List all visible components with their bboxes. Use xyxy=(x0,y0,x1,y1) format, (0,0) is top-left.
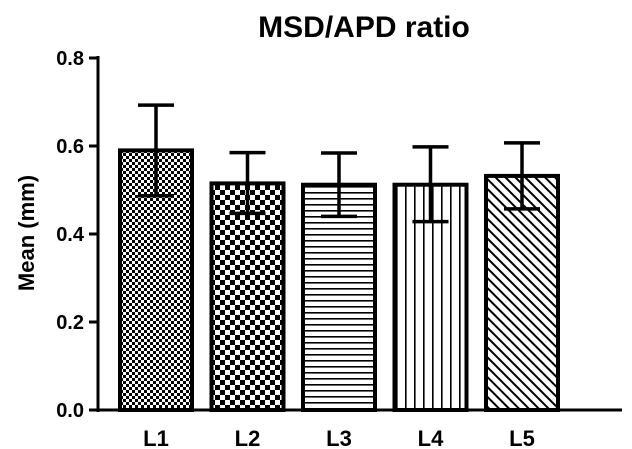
chart-title: MSD/APD ratio xyxy=(258,11,470,44)
error-bar-L3 xyxy=(321,151,357,219)
labels-layer: L1 L2 L3 L4 L5 0.0 0.2 0.4 0.6 0.8 xyxy=(56,48,535,449)
y-tick-label-0.0: 0.0 xyxy=(56,400,84,422)
bar-L4 xyxy=(392,182,469,412)
y-tick-label-0.8: 0.8 xyxy=(56,48,84,70)
x-tick-label-L5: L5 xyxy=(509,426,535,449)
x-tick-label-L1: L1 xyxy=(143,426,169,449)
axes-layer xyxy=(89,56,622,412)
error-bars-layer xyxy=(138,103,540,224)
y-tick-label-0.4: 0.4 xyxy=(56,224,85,246)
error-bar-L2 xyxy=(229,150,266,216)
error-bar-L1 xyxy=(138,103,174,198)
bar-L5 xyxy=(484,173,560,412)
bar-L2 xyxy=(209,181,286,412)
error-bar-L4 xyxy=(412,145,449,224)
x-tick-label-L2: L2 xyxy=(235,426,261,449)
error-bar-L5 xyxy=(504,141,540,211)
y-tick-label-0.6: 0.6 xyxy=(56,136,84,158)
y-tick-label-0.2: 0.2 xyxy=(56,312,84,334)
bar-L3 xyxy=(301,182,377,412)
y-axis-label: Mean (mm) xyxy=(14,175,39,291)
x-tick-label-L3: L3 xyxy=(326,426,352,449)
x-tick-label-L4: L4 xyxy=(418,426,444,449)
